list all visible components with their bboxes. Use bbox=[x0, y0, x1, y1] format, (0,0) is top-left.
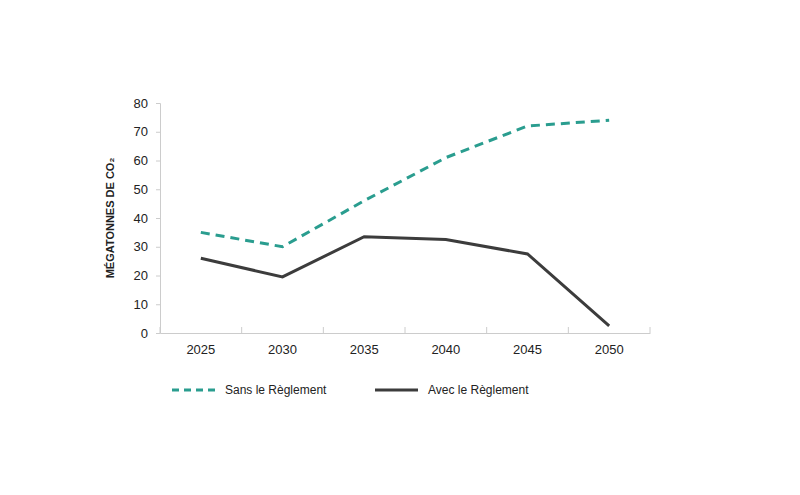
y-tick-label: 10 bbox=[134, 297, 148, 312]
x-tick: 2035 bbox=[350, 333, 379, 357]
y-tick: 70 bbox=[134, 124, 160, 139]
band-divider bbox=[568, 327, 569, 333]
series-line bbox=[201, 120, 609, 247]
y-tick-mark bbox=[156, 247, 160, 248]
x-tick: 2030 bbox=[268, 333, 297, 357]
x-tick-label: 2025 bbox=[186, 342, 215, 357]
y-tick-label: 40 bbox=[134, 211, 148, 226]
y-tick-mark bbox=[156, 276, 160, 277]
x-tick-label: 2040 bbox=[431, 342, 460, 357]
x-tick: 2025 bbox=[186, 333, 215, 357]
y-tick: 20 bbox=[134, 268, 160, 283]
x-axis-line bbox=[161, 333, 651, 334]
y-tick-mark bbox=[156, 132, 160, 133]
x-tick-label: 2050 bbox=[595, 342, 624, 357]
y-tick-mark bbox=[156, 161, 160, 162]
chart: 0102030405060708020252030203520402045205… bbox=[0, 0, 800, 495]
y-tick: 10 bbox=[134, 297, 160, 312]
band-divider bbox=[323, 327, 324, 333]
y-tick-label: 0 bbox=[141, 326, 148, 341]
legend-label: Avec le Règlement bbox=[428, 383, 529, 397]
y-axis-line bbox=[156, 104, 161, 334]
y-tick-mark bbox=[156, 218, 160, 219]
x-tick-label: 2030 bbox=[268, 342, 297, 357]
x-tick-label: 2035 bbox=[350, 342, 379, 357]
x-tick-label: 2045 bbox=[513, 342, 542, 357]
series-line bbox=[201, 237, 609, 326]
band-divider bbox=[241, 327, 242, 333]
band-divider bbox=[405, 327, 406, 333]
y-tick-label: 80 bbox=[134, 96, 148, 111]
band-divider bbox=[650, 327, 651, 333]
y-tick-mark bbox=[156, 333, 160, 334]
band-divider bbox=[486, 327, 487, 333]
y-tick: 50 bbox=[134, 182, 160, 197]
y-tick-label: 60 bbox=[134, 153, 148, 168]
x-axis: 2025 2030 2035 2040 2045 2050 bbox=[161, 333, 651, 357]
y-tick-label: 20 bbox=[134, 268, 148, 283]
legend-swatch bbox=[172, 389, 215, 392]
y-tick-label: 70 bbox=[134, 124, 148, 139]
legend: Sans le Règlement Avec le Règlement bbox=[172, 383, 529, 397]
y-tick-label: 50 bbox=[134, 182, 148, 197]
x-tick: 2050 bbox=[595, 333, 624, 357]
x-tick: 2040 bbox=[431, 333, 460, 357]
y-tick: 0 bbox=[141, 326, 160, 341]
y-tick-mark bbox=[156, 189, 160, 190]
y-tick-mark bbox=[156, 304, 160, 305]
y-tick: 60 bbox=[134, 153, 160, 168]
y-tick: 40 bbox=[134, 211, 160, 226]
legend-label: Sans le Règlement bbox=[225, 383, 327, 397]
y-axis: 0 10 20 30 40 50 60 70 80 bbox=[134, 96, 161, 341]
legend-swatch bbox=[375, 389, 418, 392]
y-tick: 80 bbox=[134, 96, 160, 111]
x-tick: 2045 bbox=[513, 333, 542, 357]
plot-area bbox=[201, 120, 609, 326]
y-tick-label: 30 bbox=[134, 239, 148, 254]
y-tick-mark bbox=[156, 103, 160, 104]
y-axis-title: MÉGATONNES DE CO₂ bbox=[104, 158, 116, 279]
band-divider bbox=[160, 327, 161, 333]
y-tick: 30 bbox=[134, 239, 160, 254]
